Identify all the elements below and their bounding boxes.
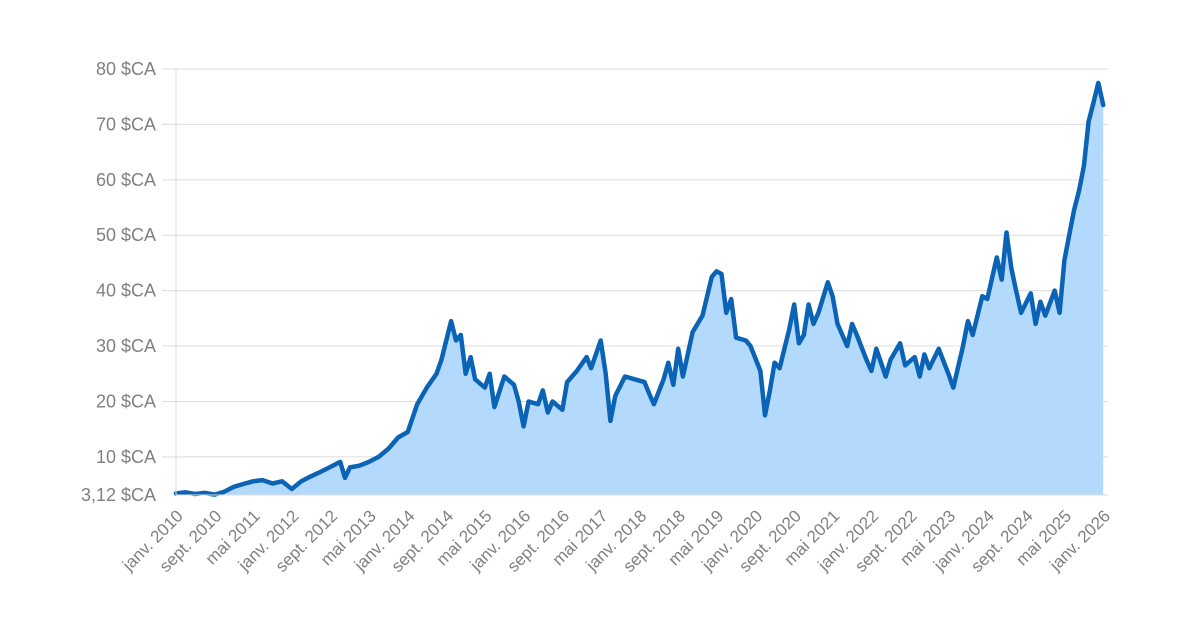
y-axis-ticks: 3,12 $CA 10 $CA 20 $CA 30 $CA 40 $CA 50 $CA 60… — [81, 59, 156, 505]
area-layer — [173, 80, 1106, 497]
y-tick-label: 3,12 $CA — [81, 485, 156, 505]
y-tick-label: 60 $CA — [96, 170, 156, 190]
gridlines — [162, 68, 1108, 458]
series-line — [173, 80, 1106, 497]
y-tick-label: 80 $CA — [96, 59, 156, 79]
y-tick-label: 40 $CA — [96, 281, 156, 301]
series-area-fill — [176, 82, 1104, 496]
y-tick-label: 70 $CA — [96, 114, 156, 134]
y-tick-label: 30 $CA — [96, 336, 156, 356]
axis-layer — [175, 69, 1108, 496]
y-tick-label: 50 $CA — [96, 225, 156, 245]
y-tick-label: 20 $CA — [96, 391, 156, 411]
y-tick-label: 10 $CA — [96, 447, 156, 467]
